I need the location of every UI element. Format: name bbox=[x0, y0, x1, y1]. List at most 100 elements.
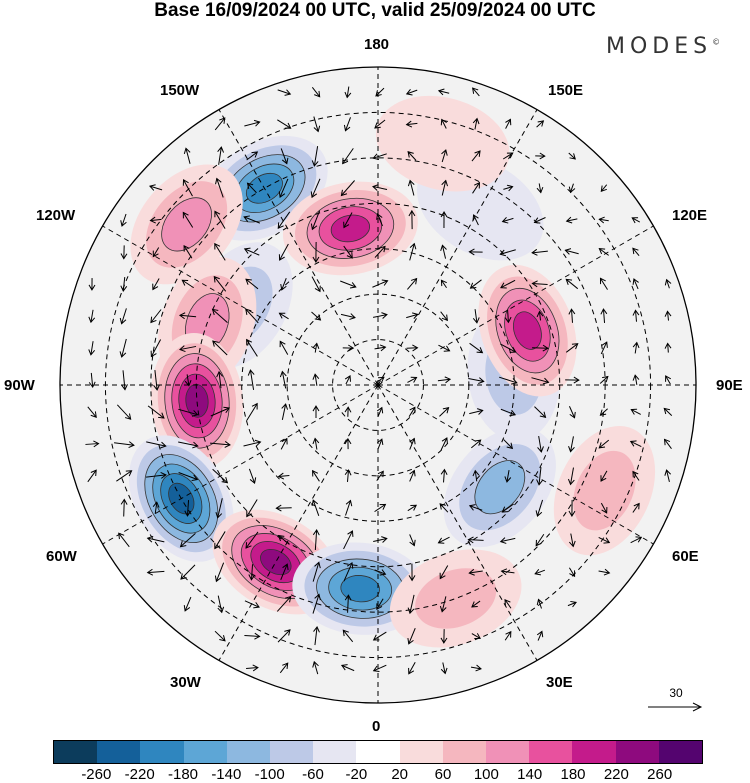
wind-arrow bbox=[437, 376, 452, 384]
wind-arrow bbox=[501, 216, 514, 224]
wind-arrow bbox=[87, 469, 97, 483]
wind-arrow bbox=[340, 180, 355, 197]
wind-arrow bbox=[372, 153, 387, 160]
wind-arrow bbox=[564, 248, 579, 255]
wind-arrow bbox=[181, 279, 194, 289]
wind-arrow bbox=[343, 561, 354, 582]
wind-arrow bbox=[343, 212, 353, 229]
wind-arrow bbox=[632, 341, 640, 354]
wind-arrow bbox=[121, 370, 128, 391]
wind-arrow bbox=[409, 437, 416, 450]
wind-arrow bbox=[663, 407, 673, 416]
wind-arrow bbox=[468, 248, 483, 256]
wind-arrow bbox=[146, 441, 167, 449]
wind-arrow bbox=[439, 503, 449, 513]
wind-arrow bbox=[214, 531, 226, 550]
wind-arrow bbox=[278, 178, 289, 198]
wind-arrow bbox=[472, 181, 481, 194]
wind-arrow bbox=[180, 564, 196, 580]
wind-arrow bbox=[664, 278, 672, 289]
wind-arrow bbox=[214, 630, 226, 642]
wind-arrow bbox=[340, 280, 357, 289]
colorbar-tick-label: -100 bbox=[254, 766, 285, 783]
wind-arrow bbox=[600, 341, 608, 355]
wind-arrow bbox=[280, 277, 287, 291]
colorbar-swatch bbox=[270, 741, 314, 763]
wind-arrow bbox=[311, 499, 320, 516]
wind-arrow bbox=[568, 406, 576, 419]
wind-arrow bbox=[407, 627, 416, 645]
wind-arrow bbox=[536, 467, 543, 486]
wind-arrow bbox=[184, 374, 192, 387]
wind-arrow bbox=[441, 149, 448, 163]
wind-arrow bbox=[275, 504, 292, 512]
wind-arrow bbox=[531, 248, 548, 256]
wind-arrow bbox=[632, 278, 639, 290]
wind-arrow bbox=[184, 500, 192, 517]
wind-arrow bbox=[568, 152, 576, 160]
wind-arrow bbox=[470, 439, 482, 449]
wind-arrow bbox=[281, 403, 289, 420]
wind-arrow bbox=[246, 664, 259, 672]
wind-arrow bbox=[373, 536, 388, 543]
wind-arrow bbox=[312, 529, 320, 551]
map-title: Base 16/09/2024 00 UTC, valid 25/09/2024… bbox=[154, 0, 596, 21]
wind-arrow bbox=[536, 630, 544, 641]
label-lon-150e: 150E bbox=[548, 82, 584, 99]
wind-arrow bbox=[312, 437, 320, 450]
wind-arrow bbox=[568, 308, 576, 323]
wind-arrow bbox=[469, 342, 484, 354]
wind-arrow bbox=[372, 631, 387, 641]
wind-arrow bbox=[87, 406, 97, 418]
wind-arrow bbox=[505, 118, 512, 129]
wind-arrow bbox=[150, 309, 162, 324]
wind-arrow bbox=[179, 532, 196, 548]
wind-arrow bbox=[279, 370, 287, 389]
meridian-line bbox=[377, 225, 654, 386]
wind-arrow bbox=[632, 502, 640, 513]
wind-arrow bbox=[244, 119, 261, 127]
wind-arrow bbox=[244, 632, 261, 640]
wind-arrow bbox=[504, 470, 512, 483]
wind-arrow bbox=[568, 499, 576, 518]
colorbar-swatch bbox=[54, 741, 98, 763]
colorbar-swatch bbox=[529, 741, 573, 763]
wind-arrow bbox=[120, 213, 127, 227]
wind-arrow bbox=[376, 438, 384, 449]
wind-arrow bbox=[153, 370, 160, 391]
wind-arrow bbox=[500, 343, 517, 353]
colorbar-swatch bbox=[572, 741, 616, 763]
wind-arrow bbox=[276, 595, 292, 612]
wind-arrow bbox=[472, 309, 480, 324]
wind-arrow bbox=[440, 662, 448, 675]
colorbar bbox=[53, 740, 703, 764]
colorbar-tick-label: 20 bbox=[391, 766, 408, 783]
anomaly-center bbox=[389, 549, 522, 648]
colorbar-swatch bbox=[183, 741, 227, 763]
wind-arrow bbox=[118, 532, 130, 548]
wind-arrow bbox=[85, 440, 100, 448]
wind-arrow bbox=[312, 342, 320, 353]
wind-arrow bbox=[532, 344, 549, 352]
wind-arrow bbox=[471, 150, 481, 162]
wind-arrow bbox=[440, 118, 447, 129]
wind-arrow bbox=[277, 534, 290, 545]
colorbar-tick-label: 60 bbox=[434, 766, 452, 783]
wind-arrow bbox=[277, 211, 291, 229]
wind-arrow bbox=[215, 498, 223, 519]
wind-arrow bbox=[440, 210, 448, 229]
wind-arrow bbox=[536, 310, 544, 321]
wind-arrow bbox=[120, 276, 128, 292]
wind-arrow bbox=[277, 89, 292, 96]
wind-arrow bbox=[344, 86, 352, 99]
wind-arrow bbox=[536, 120, 545, 128]
label-lon-180: 180 bbox=[364, 36, 390, 53]
wind-arrow bbox=[152, 278, 160, 291]
wind-arrow bbox=[407, 376, 418, 383]
wind-arrow bbox=[214, 117, 226, 131]
wind-arrow bbox=[565, 376, 580, 384]
wind-arrow bbox=[599, 277, 608, 290]
wind-arrow bbox=[407, 277, 418, 290]
wind-arrow bbox=[216, 370, 223, 389]
wind-arrow bbox=[440, 279, 447, 289]
